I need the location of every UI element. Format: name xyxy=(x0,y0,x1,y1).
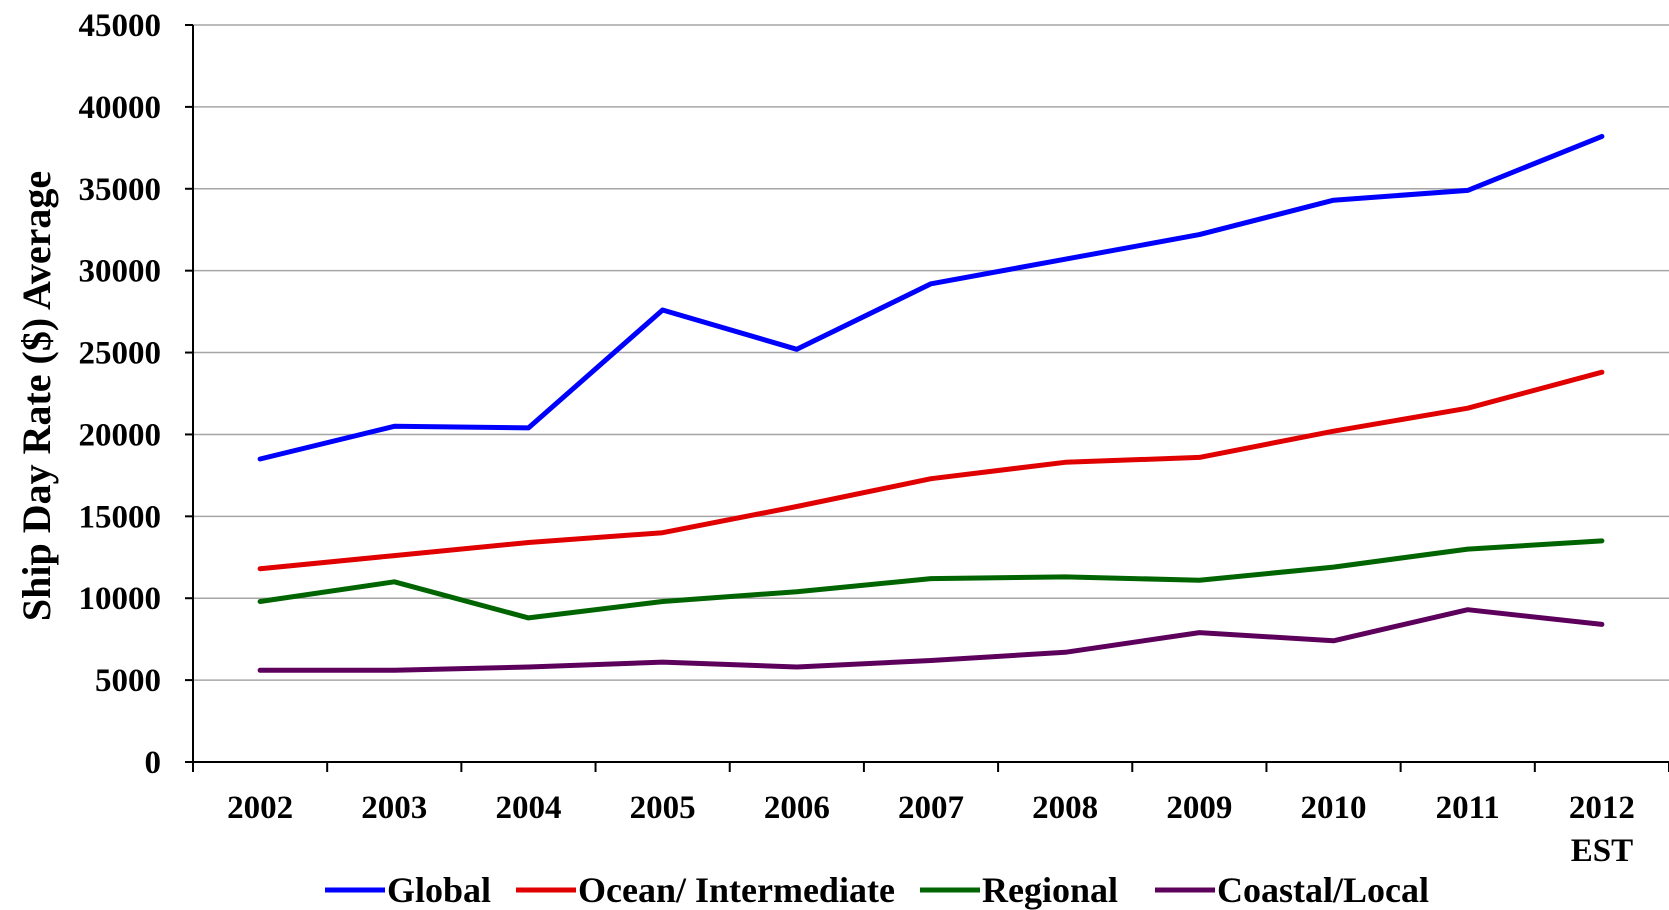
y-tick-label: 20000 xyxy=(79,417,162,453)
y-tick-label: 15000 xyxy=(79,499,162,535)
series-line-global xyxy=(257,133,1605,462)
x-tick-label: 2009 xyxy=(1166,790,1232,826)
y-tick-label: 45000 xyxy=(79,8,162,44)
y-tick-label: 40000 xyxy=(79,90,162,126)
y-tick-label: 30000 xyxy=(79,254,162,290)
x-tick-label: 2012 xyxy=(1569,790,1635,826)
series-lines xyxy=(257,133,1605,673)
x-tick-label: 2010 xyxy=(1301,790,1367,826)
series-line-regional xyxy=(257,538,1605,621)
y-tick-label: 5000 xyxy=(95,663,161,699)
legend-label: Regional xyxy=(982,870,1118,910)
x-tick-label: 2011 xyxy=(1436,790,1500,826)
y-tick-label: 35000 xyxy=(79,172,162,208)
legend-label: Global xyxy=(387,870,491,910)
y-tick-label: 10000 xyxy=(79,581,162,617)
x-tick-label: 2005 xyxy=(630,790,696,826)
y-tick-labels: 0 5000 10000 15000 20000 25000 30000 35000 40000… xyxy=(79,8,162,781)
legend: Global Ocean/ Intermediate Regional Coastal… xyxy=(325,870,1429,910)
y-tick-label: 0 xyxy=(145,745,162,781)
x-tick-label: 2008 xyxy=(1032,790,1098,826)
x-tick-label: 2004 xyxy=(495,790,561,826)
y-tick-label: 25000 xyxy=(79,336,162,372)
y-axis-label: Ship Day Rate ($) Average xyxy=(14,171,59,621)
x-tick-label: 2003 xyxy=(361,790,427,826)
series-line-coastal-local xyxy=(257,607,1605,673)
legend-label: Coastal/Local xyxy=(1217,870,1429,910)
legend-label: Ocean/ Intermediate xyxy=(578,870,895,910)
x-tick-label: 2006 xyxy=(764,790,830,826)
x-tick-label: 2007 xyxy=(898,790,964,826)
axes xyxy=(185,24,1669,772)
series-line-ocean-intermediate xyxy=(257,369,1605,572)
x-tick-labels: 2002 2003 2004 2005 2006 2007 2008 2009 2010 2011… xyxy=(227,790,1635,869)
x-tick-label: 2002 xyxy=(227,790,293,826)
x-tick-sublabel: EST xyxy=(1571,833,1633,869)
gridlines xyxy=(193,24,1669,681)
